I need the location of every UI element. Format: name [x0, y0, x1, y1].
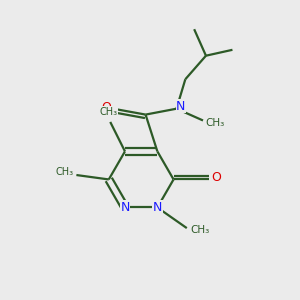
Text: N: N: [153, 201, 162, 214]
Text: N: N: [120, 201, 130, 214]
Text: O: O: [211, 172, 221, 184]
Text: CH₃: CH₃: [205, 118, 224, 128]
Text: CH₃: CH₃: [190, 225, 210, 235]
Text: N: N: [176, 100, 186, 113]
Text: CH₃: CH₃: [56, 167, 74, 177]
Text: CH₃: CH₃: [100, 106, 118, 117]
Text: O: O: [101, 101, 111, 114]
